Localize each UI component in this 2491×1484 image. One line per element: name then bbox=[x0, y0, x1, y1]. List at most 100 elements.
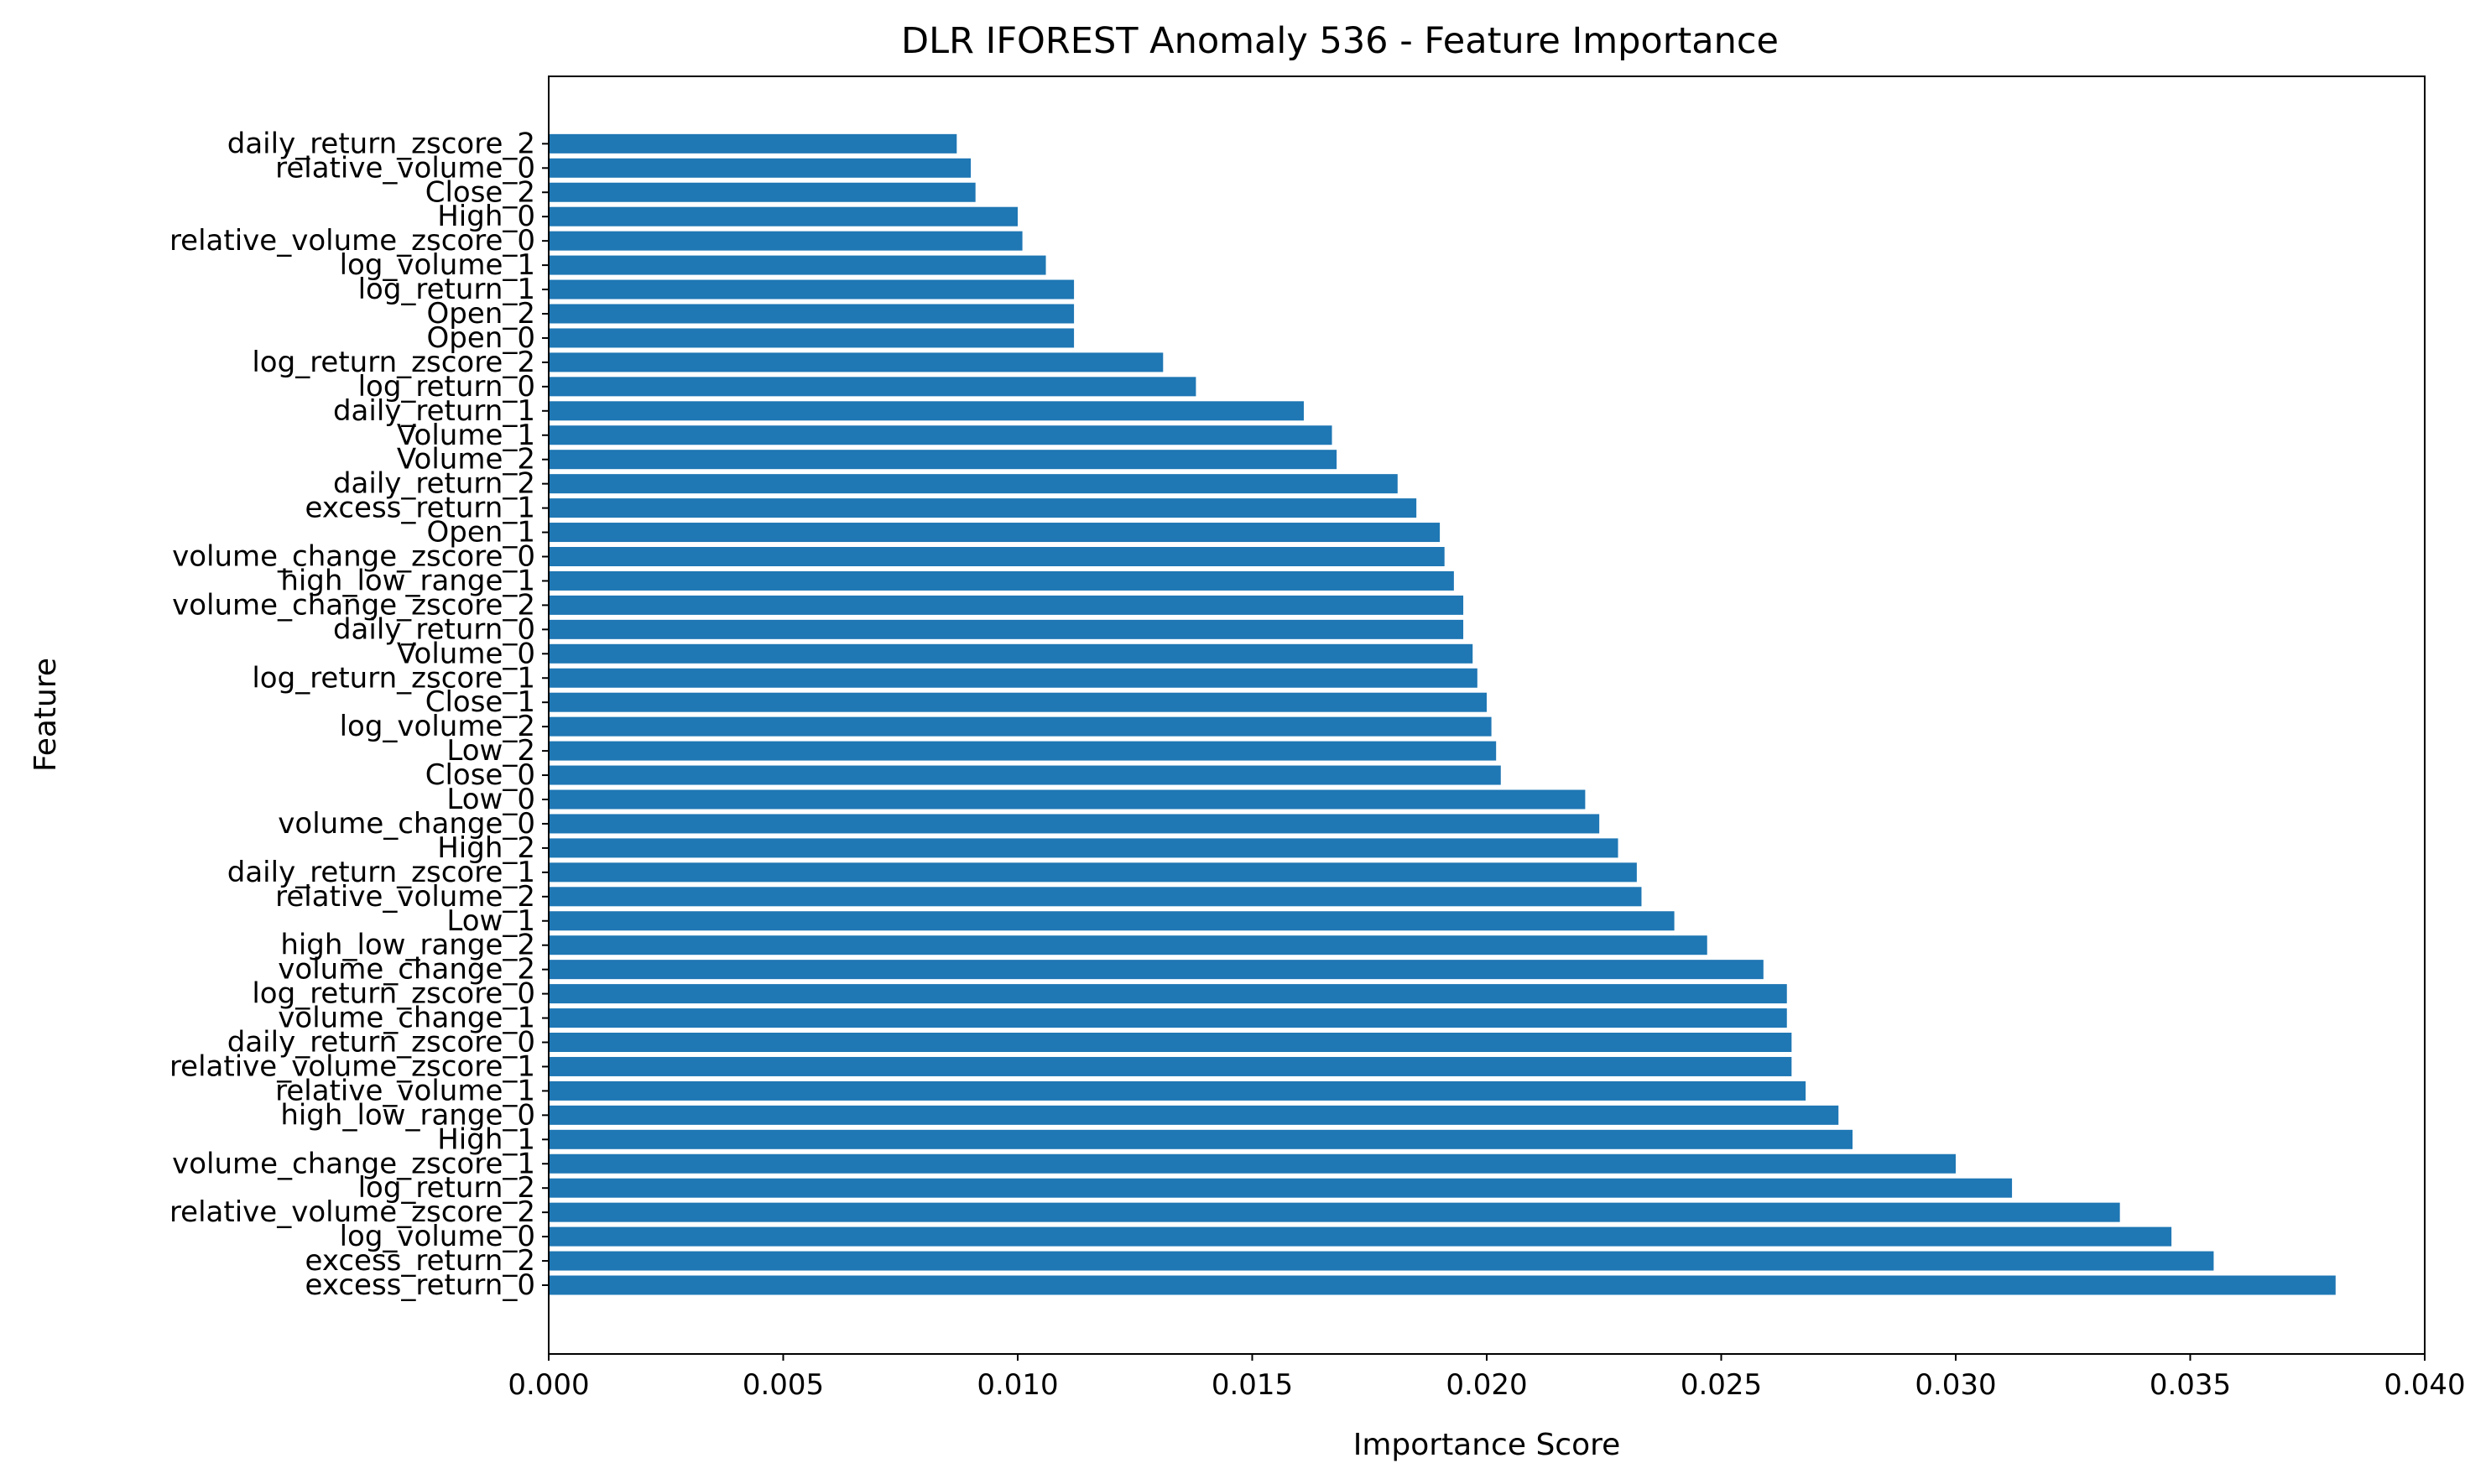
bar-relative_volume_zscore_0 bbox=[549, 231, 1023, 251]
y-tick-label: Open_0 bbox=[427, 321, 535, 355]
y-tick-label: excess_return_2 bbox=[305, 1244, 535, 1278]
bar-daily_return_1 bbox=[549, 401, 1304, 421]
y-tick-label: log_return_zscore_0 bbox=[252, 977, 535, 1011]
y-tick-label: relative_volume_1 bbox=[275, 1074, 535, 1107]
y-tick-label: Low_1 bbox=[446, 904, 535, 938]
bar-Close_0 bbox=[549, 765, 1501, 785]
x-axis-ticks: 0.000 0.005 0.010 0.015 0.020 0.025 0.030 0.035… bbox=[508, 1354, 2466, 1402]
y-tick-label: volume_change_1 bbox=[278, 1002, 535, 1035]
y-tick-label: Close_1 bbox=[425, 685, 535, 719]
y-tick-label: volume_change_0 bbox=[278, 807, 535, 841]
y-tick-label: log_return_1 bbox=[358, 273, 535, 306]
bar-log_volume_0 bbox=[549, 1226, 2172, 1247]
bar-log_volume_2 bbox=[549, 716, 1492, 737]
bar-Low_2 bbox=[549, 741, 1497, 761]
x-tick-label: 0.005 bbox=[743, 1368, 824, 1402]
bar-high_low_range_2 bbox=[549, 935, 1707, 955]
y-tick-label: daily_return_zscore_0 bbox=[227, 1026, 535, 1060]
bar-volume_change_zscore_0 bbox=[549, 547, 1445, 566]
y-tick-label: daily_return_0 bbox=[333, 612, 535, 646]
x-tick-label: 0.015 bbox=[1212, 1368, 1293, 1402]
bar-log_volume_1 bbox=[549, 255, 1046, 275]
x-axis-label: Importance Score bbox=[1353, 1428, 1621, 1462]
bar-Volume_2 bbox=[549, 450, 1337, 470]
y-tick-label: high_low_range_0 bbox=[280, 1098, 535, 1132]
y-tick-label: High_2 bbox=[437, 831, 535, 865]
y-tick-label: Close_2 bbox=[425, 175, 535, 209]
y-tick-label: Low_2 bbox=[446, 734, 535, 768]
bar-volume_change_zscore_2 bbox=[549, 595, 1464, 615]
bar-volume_change_zscore_1 bbox=[549, 1153, 1956, 1174]
plot-frame bbox=[548, 76, 2426, 1355]
bar-Open_0 bbox=[549, 328, 1075, 348]
y-tick-label: High_1 bbox=[437, 1122, 535, 1156]
y-axis-ticks: excess_return_0excess_return_2log_volume… bbox=[169, 127, 549, 1302]
bar-relative_volume_2 bbox=[549, 887, 1642, 907]
y-tick-label: excess_return_0 bbox=[305, 1268, 535, 1302]
y-tick-label: High_0 bbox=[437, 200, 535, 233]
bar-Volume_1 bbox=[549, 425, 1332, 445]
y-tick-label: relative_volume_zscore_0 bbox=[169, 224, 535, 258]
bar-relative_volume_1 bbox=[549, 1080, 1806, 1101]
y-tick-label: Open_1 bbox=[427, 516, 535, 549]
y-tick-label: excess_return_1 bbox=[305, 492, 535, 525]
bar-Low_0 bbox=[549, 789, 1586, 810]
y-tick-label: Volume_2 bbox=[397, 443, 535, 476]
bar-relative_volume_0 bbox=[549, 158, 972, 178]
y-tick-label: Close_0 bbox=[425, 758, 535, 792]
x-tick-label: 0.000 bbox=[508, 1368, 589, 1402]
bar-relative_volume_zscore_1 bbox=[549, 1056, 1792, 1076]
y-tick-label: log_return_zscore_2 bbox=[252, 346, 535, 379]
y-tick-label: log_volume_2 bbox=[340, 710, 535, 743]
y-tick-label: log_volume_1 bbox=[340, 248, 535, 282]
x-tick-label: 0.030 bbox=[1915, 1368, 1996, 1402]
bar-Open_2 bbox=[549, 304, 1075, 324]
y-tick-label: daily_return_2 bbox=[333, 467, 535, 501]
y-tick-label: log_return_zscore_1 bbox=[252, 661, 535, 695]
y-tick-label: log_volume_0 bbox=[340, 1220, 535, 1253]
bar-daily_return_0 bbox=[549, 619, 1464, 639]
y-tick-label: high_low_range_2 bbox=[280, 929, 535, 962]
bar-volume_change_2 bbox=[549, 960, 1764, 980]
y-tick-label: volume_change_zscore_1 bbox=[172, 1147, 535, 1180]
bar-excess_return_1 bbox=[549, 498, 1417, 518]
bar-Low_1 bbox=[549, 911, 1675, 931]
y-tick-label: Open_2 bbox=[427, 297, 535, 331]
bar-daily_return_zscore_1 bbox=[549, 862, 1637, 883]
bar-Volume_0 bbox=[549, 643, 1473, 664]
bar-log_return_zscore_1 bbox=[549, 668, 1477, 688]
bar-Open_1 bbox=[549, 523, 1441, 543]
bar-excess_return_2 bbox=[549, 1251, 2214, 1271]
y-tick-label: volume_change_zscore_0 bbox=[172, 540, 535, 574]
y-tick-label: relative_volume_2 bbox=[275, 880, 535, 914]
bar-relative_volume_zscore_2 bbox=[549, 1202, 2120, 1222]
x-tick-label: 0.020 bbox=[1446, 1368, 1527, 1402]
bar-log_return_zscore_2 bbox=[549, 352, 1164, 372]
bar-log_return_zscore_0 bbox=[549, 984, 1787, 1004]
bar-High_2 bbox=[549, 838, 1618, 858]
bar-log_return_0 bbox=[549, 377, 1196, 397]
y-tick-label: volume_change_zscore_2 bbox=[172, 588, 535, 622]
y-tick-label: daily_return_zscore_2 bbox=[227, 127, 535, 160]
bar-Close_1 bbox=[549, 692, 1487, 712]
bar-Close_2 bbox=[549, 182, 976, 202]
bars-group bbox=[549, 133, 2336, 1295]
chart-title: DLR IFOREST Anomaly 536 - Feature Import… bbox=[901, 20, 1779, 62]
bar-High_0 bbox=[549, 206, 1018, 227]
bar-volume_change_1 bbox=[549, 1008, 1787, 1028]
y-tick-label: log_return_0 bbox=[358, 370, 535, 404]
y-tick-label: relative_volume_0 bbox=[275, 151, 535, 185]
bar-excess_return_0 bbox=[549, 1275, 2336, 1295]
bar-high_low_range_0 bbox=[549, 1105, 1839, 1125]
y-tick-label: relative_volume_zscore_2 bbox=[169, 1195, 535, 1229]
x-tick-label: 0.010 bbox=[977, 1368, 1058, 1402]
y-tick-label: relative_volume_zscore_1 bbox=[169, 1049, 535, 1083]
bar-daily_return_2 bbox=[549, 474, 1398, 494]
x-tick-label: 0.040 bbox=[2384, 1368, 2465, 1402]
bar-daily_return_zscore_0 bbox=[549, 1033, 1792, 1052]
y-tick-label: Volume_0 bbox=[397, 637, 535, 670]
y-tick-label: high_low_range_1 bbox=[280, 564, 535, 597]
bar-log_return_1 bbox=[549, 279, 1075, 299]
y-tick-label: volume_change_2 bbox=[278, 953, 535, 987]
y-axis-label: Feature bbox=[29, 658, 63, 772]
